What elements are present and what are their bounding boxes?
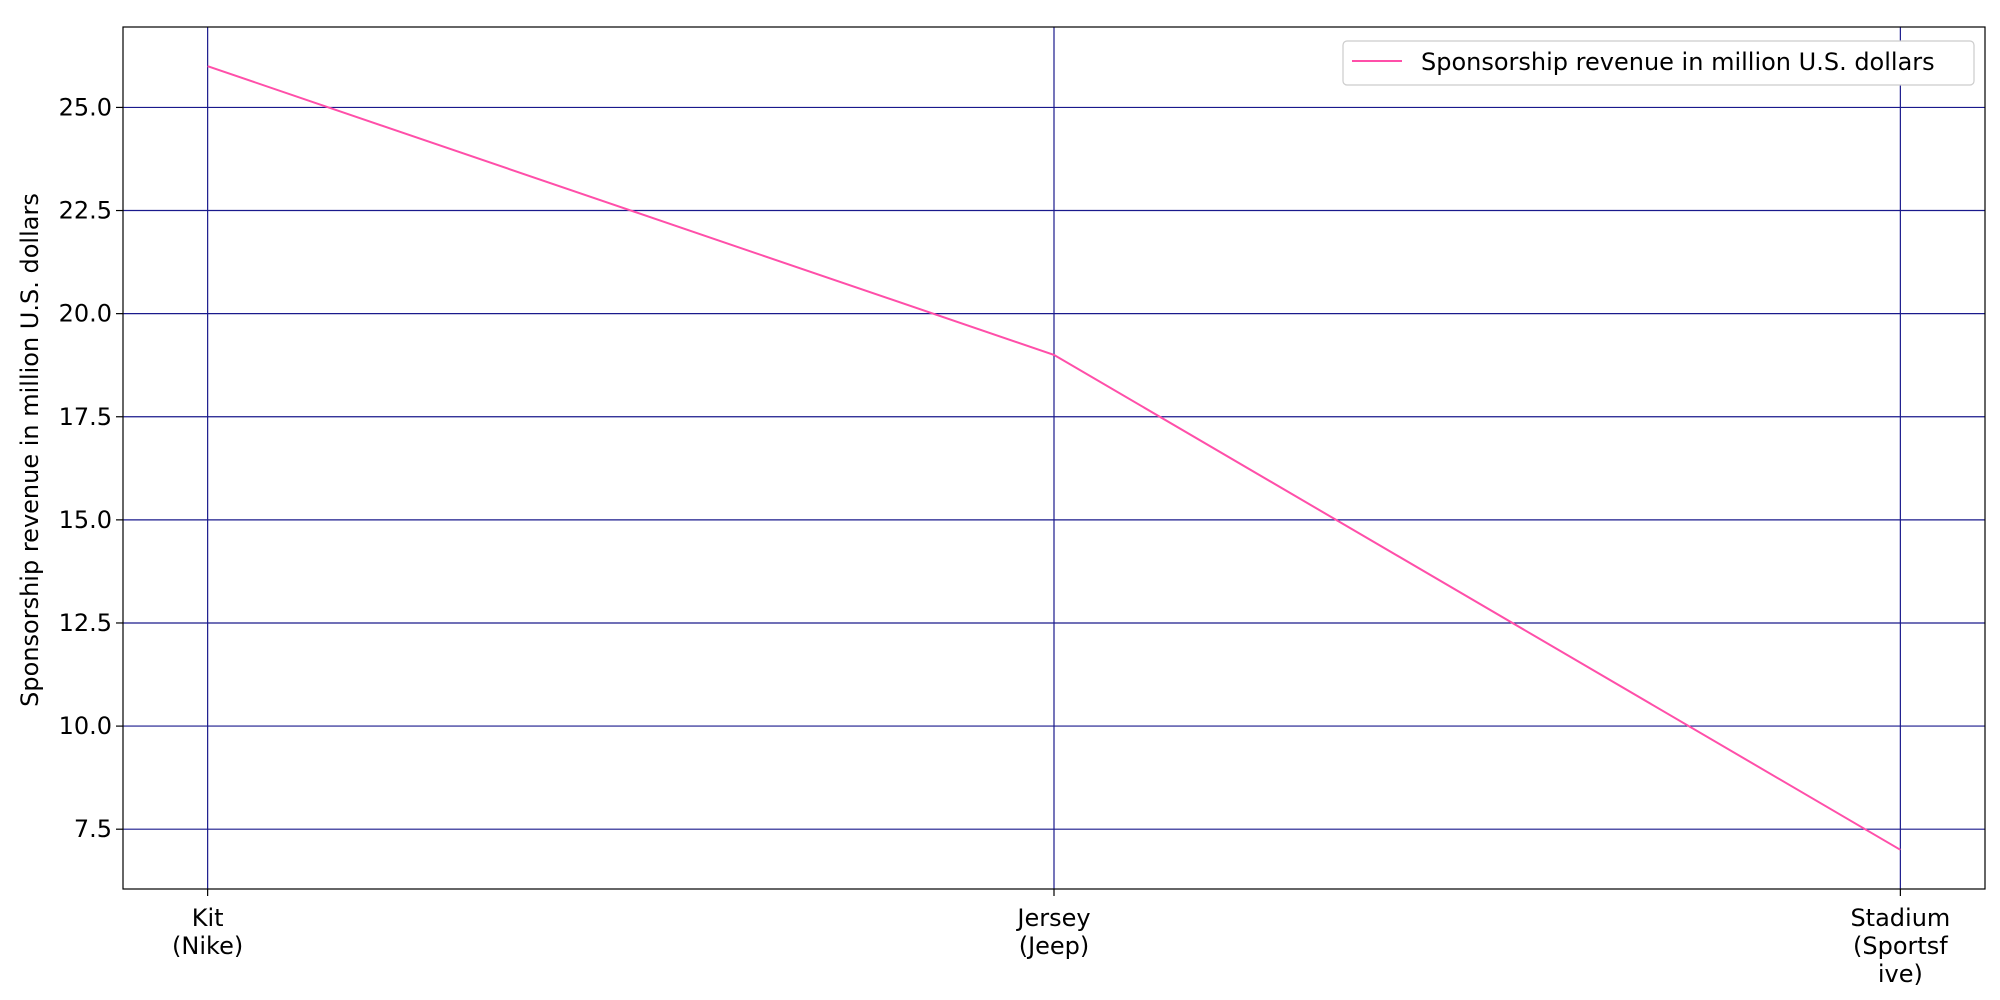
y-tick-label: 10.0 xyxy=(59,712,112,740)
y-tick-label: 17.5 xyxy=(59,403,112,431)
y-tick-label: 20.0 xyxy=(59,300,112,328)
legend-label: Sponsorship revenue in million U.S. doll… xyxy=(1421,48,1935,76)
x-tick-label: Jersey (Jeep) xyxy=(1015,904,1090,960)
y-tick-label: 22.5 xyxy=(59,197,112,225)
y-tick-label: 7.5 xyxy=(74,815,112,843)
x-tick-label: Kit (Nike) xyxy=(172,904,243,960)
y-tick-label: 25.0 xyxy=(59,93,112,121)
y-tick-label: 12.5 xyxy=(59,609,112,637)
y-axis-ticks: 7.5 10.0 12.5 15.0 17.5 20.0 22.5 25.0 xyxy=(59,93,123,843)
grid-lines xyxy=(123,27,1985,889)
legend: Sponsorship revenue in million U.S. doll… xyxy=(1342,40,1975,86)
series-line xyxy=(207,65,1901,851)
x-tick-label: Stadium (Sportsf ive) xyxy=(1850,904,1950,988)
y-axis-label: Sponsorship revenue in million U.S. doll… xyxy=(16,193,44,707)
legend-box xyxy=(1342,40,1975,86)
x-axis-ticks: Kit (Nike) Jersey (Jeep) Stadium (Sportsf ive) xyxy=(172,889,1950,988)
y-tick-label: 15.0 xyxy=(59,506,112,534)
series-lines xyxy=(207,65,1901,851)
